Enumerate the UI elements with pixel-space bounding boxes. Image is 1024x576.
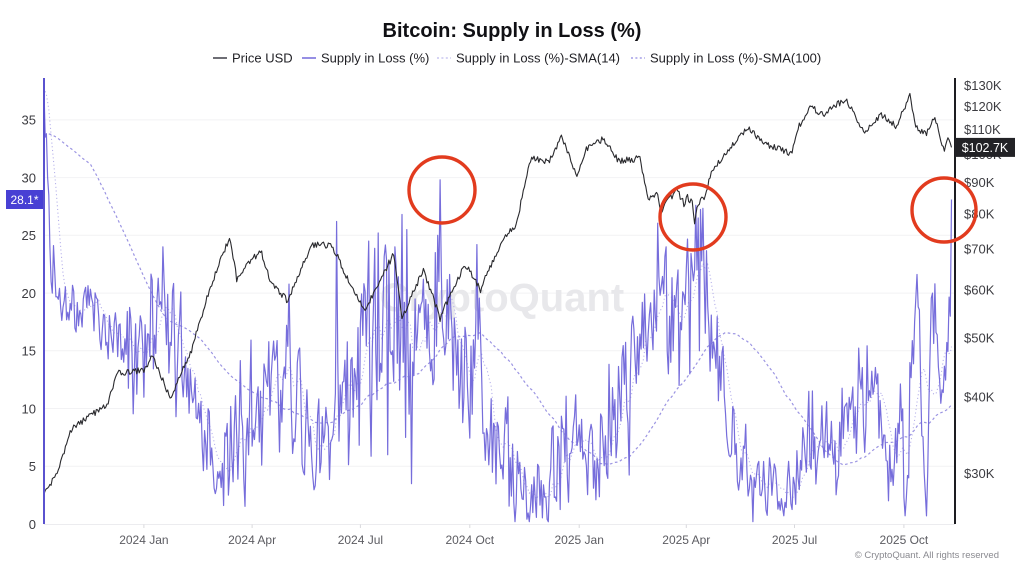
svg-text:© CryptoQuant. All rights rese: © CryptoQuant. All rights reserved [855, 550, 999, 561]
svg-text:2025 Apr: 2025 Apr [662, 533, 710, 547]
svg-text:2024 Jan: 2024 Jan [119, 533, 168, 547]
svg-text:$120K: $120K [964, 99, 1002, 114]
svg-text:$60K: $60K [964, 282, 995, 297]
svg-text:30: 30 [22, 170, 36, 185]
svg-text:Supply in Loss (%): Supply in Loss (%) [321, 51, 429, 66]
svg-text:$110K: $110K [964, 122, 1001, 137]
svg-text:2024 Oct: 2024 Oct [445, 533, 494, 547]
svg-text:$80K: $80K [964, 206, 995, 221]
svg-text:15: 15 [22, 344, 36, 359]
svg-text:CryptoQuant: CryptoQuant [380, 276, 624, 320]
svg-text:2025 Jan: 2025 Jan [555, 533, 604, 547]
svg-text:10: 10 [22, 401, 36, 416]
svg-text:2024 Jul: 2024 Jul [338, 533, 383, 547]
svg-text:Supply in Loss (%)-SMA(14): Supply in Loss (%)-SMA(14) [456, 51, 620, 66]
svg-text:28.1*: 28.1* [10, 193, 38, 207]
svg-text:2024 Apr: 2024 Apr [228, 533, 276, 547]
svg-text:20: 20 [22, 286, 36, 301]
svg-text:0: 0 [29, 517, 36, 532]
svg-text:$102.7K: $102.7K [962, 141, 1009, 155]
svg-text:Supply in Loss (%)-SMA(100): Supply in Loss (%)-SMA(100) [650, 51, 821, 66]
svg-text:$40K: $40K [964, 390, 995, 405]
svg-text:$50K: $50K [964, 331, 995, 346]
svg-text:2025 Oct: 2025 Oct [880, 533, 929, 547]
svg-text:$30K: $30K [964, 466, 995, 481]
svg-text:$90K: $90K [964, 175, 995, 190]
svg-text:$70K: $70K [964, 242, 995, 257]
svg-text:2025 Jul: 2025 Jul [772, 533, 817, 547]
svg-text:5: 5 [29, 459, 36, 474]
svg-text:Price USD: Price USD [232, 51, 293, 66]
svg-text:25: 25 [22, 228, 36, 243]
svg-text:35: 35 [22, 113, 36, 128]
svg-text:Bitcoin: Supply in Loss (%): Bitcoin: Supply in Loss (%) [383, 20, 642, 42]
svg-text:$130K: $130K [964, 78, 1002, 93]
